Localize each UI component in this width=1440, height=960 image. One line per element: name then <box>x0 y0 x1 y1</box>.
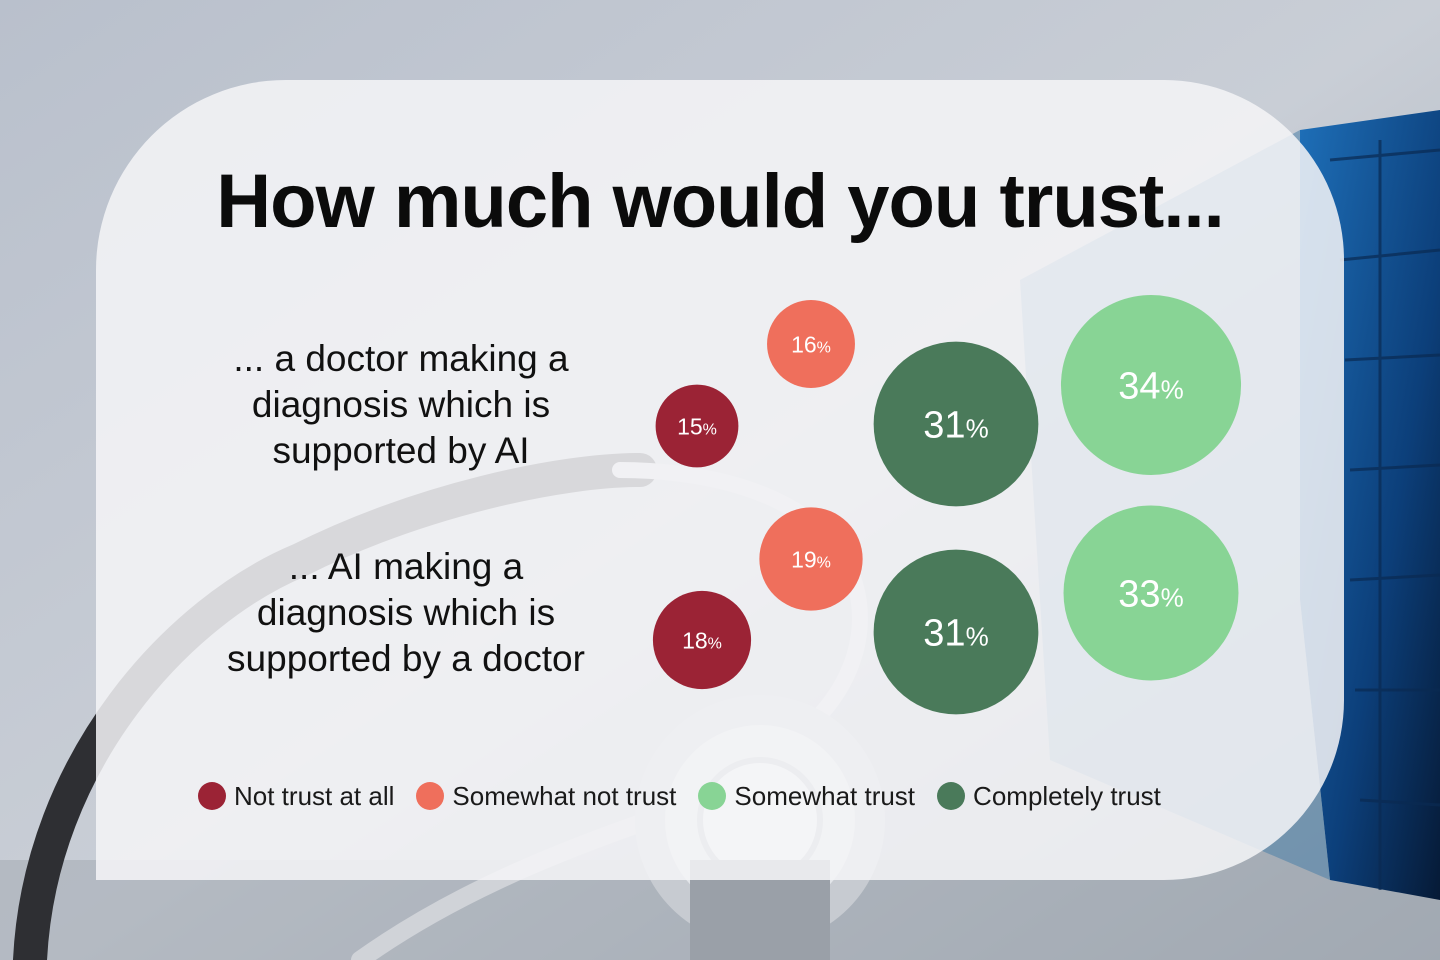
bubble-value-label: 15% <box>677 413 717 439</box>
bubble-completely-trust-row-0: 31% <box>873 341 1039 507</box>
bubble-circle <box>1060 294 1242 476</box>
chart-title: How much would you trust... <box>216 159 1224 244</box>
bubble-somewhat-trust-row-1: 33% <box>1063 505 1239 681</box>
bubble-somewhat-not-trust-row-1: 19% <box>759 507 863 611</box>
legend-swatch <box>198 782 226 810</box>
row-label-line: ... a doctor making a <box>233 338 569 379</box>
legend-swatch <box>937 782 966 810</box>
legend: Not trust at all Somewhat not trust Somewh… <box>198 776 1298 816</box>
legend-label: Completely trust <box>973 780 1161 811</box>
legend-label: Somewhat trust <box>734 780 916 811</box>
legend-label: Somewhat not trust <box>452 780 677 811</box>
legend-item-somewhat-not-trust: Somewhat not trust <box>416 781 676 812</box>
bubble-value-label: 31% <box>923 613 988 655</box>
row-label-line: diagnosis which is <box>256 592 556 633</box>
bubble-value-label: 33% <box>1118 574 1183 616</box>
row-label-line: supported by a doctor <box>227 638 585 679</box>
bubble-value-label: 34% <box>1118 366 1183 408</box>
bubble-value-label: 16% <box>791 331 831 357</box>
legend-item-not-trust-at-all: Not trust at all <box>198 781 394 812</box>
bubble-value-label: 18% <box>682 627 722 653</box>
bubble-circle <box>759 507 863 611</box>
bubble-somewhat-trust-row-0: 34% <box>1060 294 1242 476</box>
row-label-line: supported by AI <box>272 430 530 471</box>
bubble-circle <box>873 549 1039 715</box>
bubble-value-label: 31% <box>923 405 988 447</box>
legend-item-somewhat-trust: Somewhat trust <box>698 781 915 812</box>
chart-card <box>96 80 1344 880</box>
row-label-line: diagnosis which is <box>251 384 551 425</box>
bubble-somewhat-not-trust-row-0: 16% <box>767 300 855 388</box>
legend-label: Not trust at all <box>234 780 395 811</box>
legend-swatch <box>416 782 445 810</box>
legend-item-completely-trust: Completely trust <box>937 781 1161 812</box>
bubble-circle <box>652 590 752 690</box>
bubble-circle <box>873 341 1039 507</box>
bubble-not-trust-at-all-row-1: 18% <box>652 590 752 690</box>
row-label-line: ... AI making a <box>288 546 524 587</box>
bubble-not-trust-at-all-row-0: 15% <box>655 384 739 468</box>
bubble-circle <box>1063 505 1239 681</box>
bubble-circle <box>767 300 855 388</box>
bubble-completely-trust-row-1: 31% <box>873 549 1039 715</box>
bubble-value-label: 19% <box>791 546 831 572</box>
legend-swatch <box>698 782 727 810</box>
row-label-ai-supported-by-doctor: ... AI making a diagnosis which is suppo… <box>180 544 632 682</box>
row-label-doctor-supported-by-ai: ... a doctor making a diagnosis which is… <box>170 336 632 474</box>
bubble-circle <box>655 384 739 468</box>
